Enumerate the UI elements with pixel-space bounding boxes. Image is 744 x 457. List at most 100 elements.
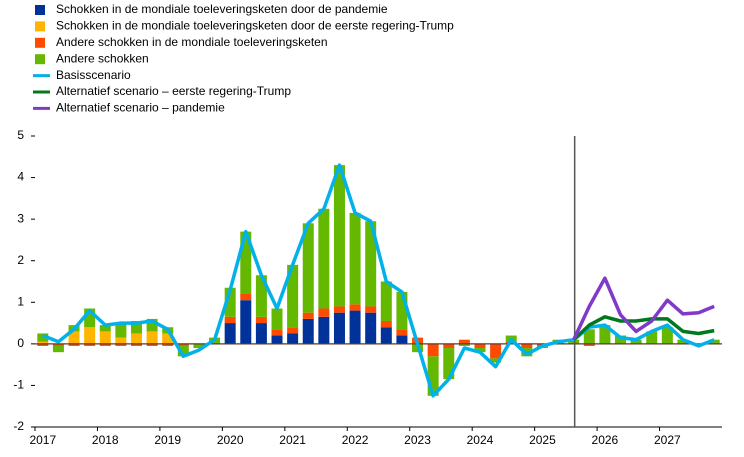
bar <box>333 165 345 307</box>
legend-label: Andere schokken <box>56 51 149 65</box>
y-tick-label: 4 <box>17 170 24 184</box>
x-tick-label: 2021 <box>279 433 306 447</box>
x-tick-label: 2020 <box>217 433 244 447</box>
bar <box>224 323 236 344</box>
bar <box>99 343 111 346</box>
bar <box>365 221 377 307</box>
bar <box>615 335 627 344</box>
bar <box>458 339 470 344</box>
bar <box>146 318 158 332</box>
bar <box>396 335 408 344</box>
bar <box>583 329 595 344</box>
bar <box>177 343 189 346</box>
bar <box>37 333 49 342</box>
bar <box>490 358 502 363</box>
bar <box>255 323 267 344</box>
bar <box>583 343 595 346</box>
bar <box>458 343 470 346</box>
bar <box>490 343 502 359</box>
bar <box>115 343 127 346</box>
x-tick-label: 2027 <box>654 433 681 447</box>
bar <box>99 325 111 332</box>
bar <box>318 316 330 344</box>
legend-swatch <box>35 54 45 65</box>
bar <box>130 333 142 344</box>
x-tick-label: 2024 <box>467 433 494 447</box>
bar <box>84 343 96 346</box>
bar <box>68 343 80 346</box>
bar <box>443 343 455 349</box>
bar <box>349 212 361 305</box>
x-tick-label: 2018 <box>92 433 119 447</box>
bar <box>568 339 580 344</box>
bar <box>708 339 720 344</box>
legend-swatch <box>35 37 45 48</box>
bar <box>365 312 377 344</box>
bar <box>99 331 111 344</box>
bar <box>240 231 252 294</box>
x-tick-label: 2022 <box>342 433 369 447</box>
bar <box>349 304 361 311</box>
bar <box>162 333 174 344</box>
x-tick-label: 2025 <box>529 433 556 447</box>
bar <box>52 343 64 346</box>
legend-label: Andere schokken in de mondiale toeleveri… <box>56 35 328 49</box>
x-tick-label: 2023 <box>404 433 431 447</box>
bar <box>630 339 642 344</box>
legend-label: Schokken in de mondiale toeleveringskete… <box>56 19 454 33</box>
legend-label: Alternatief scenario – pandemie <box>56 101 225 115</box>
bar <box>37 341 49 344</box>
bar <box>287 327 299 334</box>
bar <box>37 343 49 346</box>
bar <box>68 331 80 344</box>
bar <box>318 208 330 309</box>
bar <box>333 306 345 313</box>
bar <box>349 310 361 344</box>
bar <box>146 343 158 346</box>
bar <box>474 348 486 353</box>
bar <box>474 343 486 349</box>
bar <box>177 345 189 357</box>
bar <box>287 333 299 344</box>
bar <box>255 316 267 324</box>
bar <box>271 308 283 330</box>
bar <box>287 264 299 328</box>
legend-swatch <box>35 21 45 32</box>
legend-swatch <box>35 5 45 15</box>
bar <box>302 223 314 313</box>
bar <box>115 323 127 338</box>
bar <box>130 320 142 334</box>
bar <box>84 308 96 328</box>
bar <box>193 343 205 349</box>
bar <box>271 329 283 336</box>
bar <box>146 331 158 344</box>
y-tick-label: -1 <box>13 378 24 392</box>
bar <box>302 312 314 319</box>
bar <box>677 339 689 344</box>
bar <box>255 275 267 317</box>
x-tick-label: 2017 <box>29 433 56 447</box>
x-tick-label: 2026 <box>592 433 619 447</box>
bar <box>443 348 455 380</box>
bar <box>52 345 64 353</box>
bar <box>224 287 236 317</box>
y-tick-label: 5 <box>17 128 24 142</box>
bar <box>661 327 673 344</box>
bar <box>427 343 439 357</box>
bar <box>427 356 439 396</box>
bar <box>599 325 611 344</box>
bar <box>380 281 392 321</box>
legend-label: Basisscenario <box>56 68 131 82</box>
bar <box>380 327 392 344</box>
bar <box>333 312 345 344</box>
bar <box>302 318 314 344</box>
bar <box>396 291 408 330</box>
line <box>572 276 715 341</box>
bar <box>115 337 127 344</box>
bar <box>271 335 283 344</box>
y-tick-label: 0 <box>17 336 24 350</box>
y-tick-label: -2 <box>13 419 24 433</box>
line <box>42 163 715 398</box>
bar <box>240 293 252 301</box>
